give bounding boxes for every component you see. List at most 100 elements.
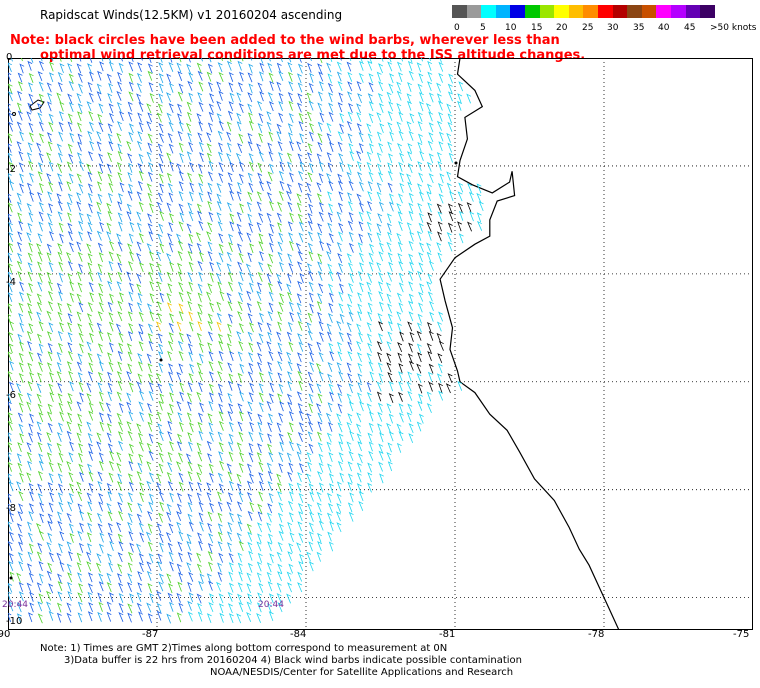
- wind-barb: [57, 81, 63, 92]
- wind-barb: [387, 442, 393, 453]
- wind-barb: [327, 263, 333, 274]
- wind-barb: [197, 421, 203, 432]
- wind-barb: [247, 72, 253, 83]
- wind-barb: [438, 111, 444, 122]
- wind-barb: [8, 541, 13, 551]
- wind-barb: [8, 531, 14, 542]
- wind-barb: [258, 261, 264, 272]
- legend-label: 40: [658, 23, 670, 33]
- wind-barb: [367, 432, 373, 443]
- wind-barb: [298, 422, 304, 433]
- wind-barb: [38, 593, 44, 604]
- wind-barb: [420, 58, 423, 62]
- wind-barb: [146, 303, 152, 314]
- wind-barb: [457, 221, 462, 232]
- wind-barb: [407, 142, 413, 153]
- wind-barb: [117, 212, 123, 223]
- legend-swatch: [598, 5, 614, 18]
- wind-barb: [8, 221, 13, 232]
- wind-barb: [327, 463, 332, 474]
- wind-barb: [167, 412, 172, 423]
- wind-barb: [218, 252, 224, 263]
- wind-barb: [158, 512, 164, 523]
- wind-barb: [289, 311, 295, 322]
- wind-barb: [277, 321, 283, 332]
- wind-barb: [16, 192, 22, 203]
- wind-barb: [238, 133, 244, 144]
- wind-barb: [297, 320, 303, 331]
- wind-barb: [187, 343, 193, 354]
- wind-barb: [246, 611, 252, 622]
- wind-barb: [377, 333, 383, 344]
- wind-barb: [97, 271, 103, 282]
- wind-barb: [196, 332, 202, 343]
- wind-barb: [308, 82, 314, 93]
- wind-barb: [438, 193, 444, 204]
- wind-barb: [117, 473, 123, 484]
- wind-barb: [397, 252, 403, 263]
- wind-barb: [116, 573, 122, 584]
- wind-barb: [117, 171, 123, 182]
- wind-barb: [448, 152, 454, 163]
- wind-barb: [306, 551, 312, 562]
- wind-barb: [207, 522, 213, 533]
- wind-barb: [367, 342, 373, 353]
- wind-barb: [39, 513, 45, 524]
- wind-barb: [117, 501, 123, 512]
- wind-barb: [177, 340, 183, 351]
- wind-barb: [208, 593, 214, 604]
- wind-barb: [256, 541, 262, 552]
- wind-barb: [158, 532, 164, 543]
- wind-barb: [157, 343, 164, 354]
- wind-barb: [97, 193, 103, 204]
- wind-barb: [37, 251, 43, 262]
- wind-barb: [68, 73, 74, 84]
- wind-barb: [208, 392, 214, 403]
- wind-barb: [437, 211, 443, 222]
- wind-barb: [446, 232, 452, 243]
- wind-barb: [287, 500, 293, 511]
- wind-barb: [46, 362, 52, 373]
- wind-barb: [76, 122, 82, 133]
- wind-barb: [187, 493, 193, 504]
- wind-barb: [149, 92, 155, 103]
- wind-barb: [195, 232, 201, 243]
- wind-barb: [137, 570, 143, 581]
- wind-barb: [448, 211, 454, 222]
- wind-barb: [38, 221, 44, 232]
- wind-barb: [167, 232, 173, 243]
- wind-barb: [157, 383, 163, 394]
- wind-barb: [438, 340, 444, 351]
- wind-barb: [156, 251, 162, 262]
- wind-barb: [238, 161, 244, 172]
- wind-barb: [277, 241, 283, 252]
- wind-barb: [267, 603, 272, 614]
- wind-barb: [366, 123, 372, 134]
- wind-barb: [326, 250, 332, 261]
- wind-barb: [78, 231, 83, 242]
- wind-barb: [188, 233, 194, 244]
- wind-barb: [67, 313, 73, 324]
- wind-barb: [197, 412, 203, 423]
- wind-barb: [78, 343, 84, 354]
- wind-barb: [27, 612, 33, 623]
- wind-barb: [138, 522, 144, 533]
- wind-barb: [107, 382, 113, 393]
- wind-barb: [317, 261, 323, 272]
- wind-barb: [236, 211, 242, 222]
- wind-barb: [288, 341, 294, 352]
- wind-barb: [356, 103, 362, 114]
- wind-barb: [168, 61, 174, 72]
- wind-barb: [266, 512, 272, 523]
- wind-barb: [316, 362, 321, 373]
- wind-barb: [247, 92, 253, 103]
- wind-barb: [368, 73, 374, 84]
- wind-barb: [128, 322, 134, 333]
- wind-barb: [348, 282, 354, 293]
- wind-barb: [8, 473, 12, 483]
- wind-barb: [378, 461, 384, 472]
- wind-barb: [176, 511, 182, 522]
- wind-barb: [37, 542, 43, 553]
- wind-barb: [16, 102, 22, 113]
- wind-barb: [49, 492, 55, 503]
